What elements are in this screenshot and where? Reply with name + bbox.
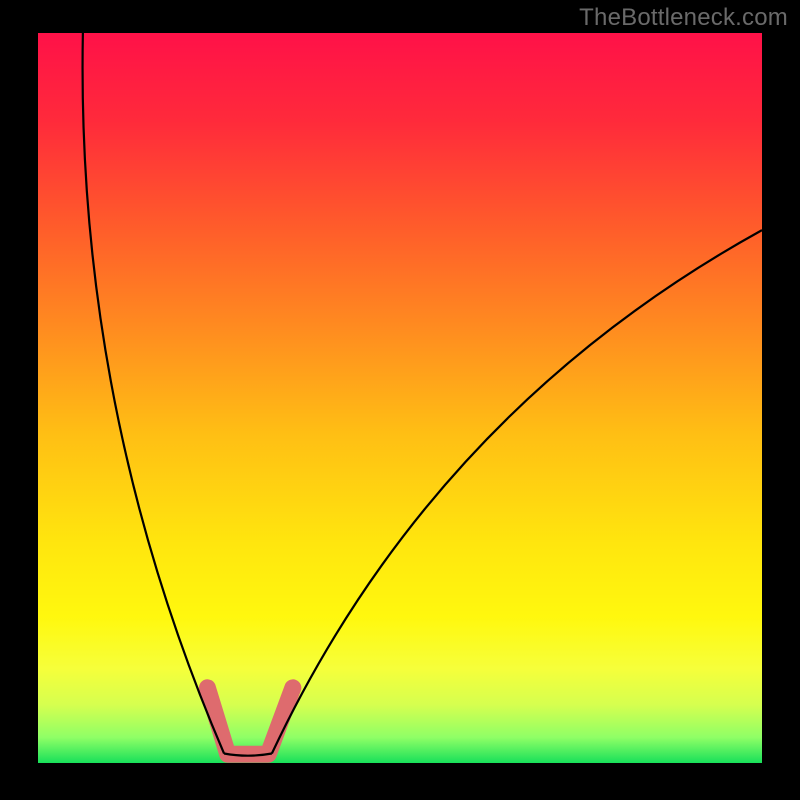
outer-frame [0, 0, 800, 800]
plot-area [38, 33, 762, 763]
watermark-text: TheBottleneck.com [579, 4, 788, 32]
